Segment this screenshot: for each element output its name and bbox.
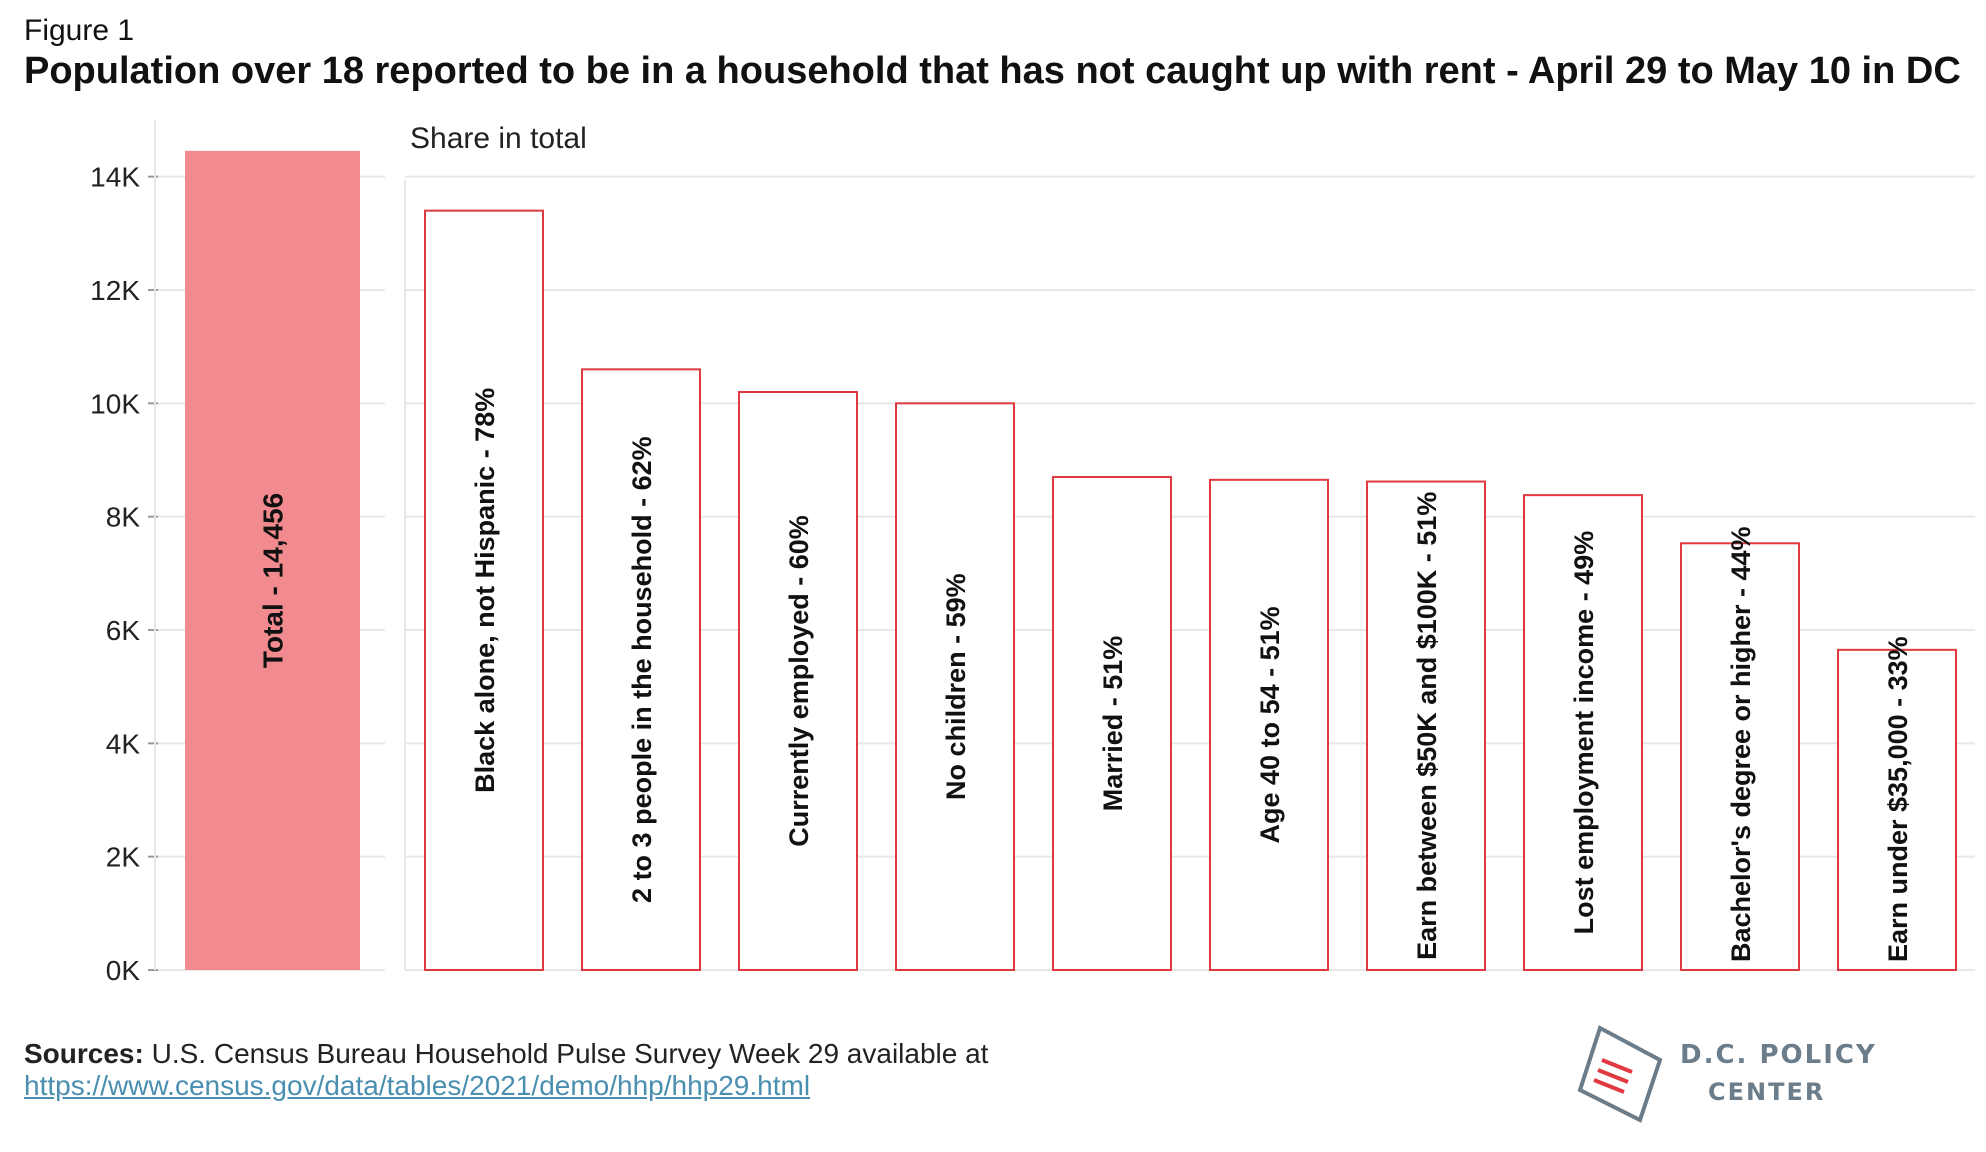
bar-label-7: Earn between $50K and $100K - 51% — [1412, 492, 1442, 960]
bar-label-4: No children - 59% — [941, 573, 971, 800]
y-tick-label: 4K — [106, 728, 141, 759]
chart-title: Population over 18 reported to be in a h… — [24, 50, 1961, 92]
bar-label-8: Lost employment income - 49% — [1569, 531, 1599, 935]
y-tick-label: 2K — [106, 842, 141, 873]
bar-label-total: Total - 14,456 — [258, 493, 289, 668]
bar-8 — [1523, 494, 1643, 971]
logo-line-1: D.C. POLICY — [1680, 1040, 1877, 1070]
total-panel: 0K 2K 4K 6K 8K 10K 12K 14K Total - 14,456 — [90, 120, 385, 986]
figure-label: Figure 1 — [24, 14, 135, 47]
bar-3 — [738, 391, 858, 971]
sources-text: U.S. Census Bureau Household Pulse Surve… — [151, 1038, 989, 1069]
bar-6 — [1209, 478, 1329, 971]
bar-label-5: Married - 51% — [1098, 636, 1128, 812]
sources-link[interactable]: https://www.census.gov/data/tables/2021/… — [24, 1070, 811, 1101]
bar-5 — [1052, 476, 1172, 971]
bar-total — [185, 150, 360, 970]
y-tick-label: 8K — [106, 502, 141, 533]
bar-7 — [1366, 480, 1486, 971]
bar-label-2: 2 to 3 people in the household - 62% — [627, 436, 657, 903]
y-tick-label: 14K — [90, 162, 140, 193]
bar-1 — [424, 209, 544, 971]
bar-label-6: Age 40 to 54 - 51% — [1255, 606, 1285, 843]
y-tick-label: 12K — [90, 275, 140, 306]
logo-line-2: CENTER — [1708, 1078, 1826, 1106]
bar-label-1: Black alone, not Hispanic - 78% — [470, 388, 500, 793]
bar-label-9: Bachelor's degree or higher - 44% — [1726, 526, 1756, 962]
sources-note: Sources: U.S. Census Bureau Household Pu… — [24, 1038, 988, 1102]
sources-label: Sources: — [24, 1038, 144, 1069]
bar-4 — [895, 402, 1015, 972]
chart: 0K 2K 4K 6K 8K 10K 12K 14K Total - 14,456 Black … — [90, 120, 1975, 986]
bar-2 — [581, 368, 701, 972]
bar-label-3: Currently employed - 60% — [784, 515, 814, 847]
dc-map-icon — [1577, 1025, 1663, 1123]
bar-label-10: Earn under $35,000 - 33% — [1883, 636, 1913, 962]
bar-10 — [1837, 648, 1957, 971]
y-tick-label: 10K — [90, 388, 140, 419]
bar-9 — [1680, 542, 1800, 971]
y-tick-label: 6K — [106, 615, 141, 646]
share-panel: Black alone, not Hispanic - 78% 2 to 3 pe… — [404, 175, 1975, 972]
share-panel-title: Share in total — [410, 122, 587, 155]
dc-policy-center-logo: D.C. POLICY CENTER — [1560, 1020, 1960, 1140]
y-tick-label: 0K — [106, 955, 141, 986]
